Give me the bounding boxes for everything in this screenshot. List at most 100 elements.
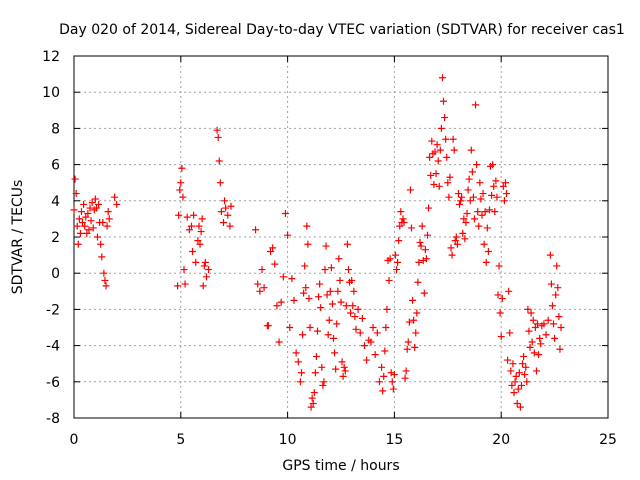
data-point <box>92 204 100 212</box>
data-point <box>532 367 540 375</box>
data-point <box>303 222 311 230</box>
data-point <box>70 206 78 214</box>
data-point <box>515 369 523 377</box>
data-point <box>301 262 309 270</box>
data-point <box>535 351 543 359</box>
y-tick-label: 4 <box>51 194 60 210</box>
data-point <box>337 298 345 306</box>
data-point <box>315 293 323 301</box>
data-point <box>446 173 454 181</box>
x-tick-label: 0 <box>70 432 79 448</box>
data-point <box>101 276 109 284</box>
data-point <box>297 369 305 377</box>
data-point <box>174 282 182 290</box>
data-point <box>328 300 336 308</box>
data-point <box>322 242 330 250</box>
data-point <box>80 200 88 208</box>
data-point <box>324 331 332 339</box>
data-point <box>360 342 368 350</box>
data-point <box>385 276 393 284</box>
data-point <box>221 197 229 205</box>
data-point <box>481 208 489 216</box>
data-point <box>420 289 428 297</box>
data-point <box>98 253 106 261</box>
data-point <box>113 200 121 208</box>
data-point <box>530 349 538 357</box>
data-point <box>511 378 519 386</box>
data-point <box>279 273 287 281</box>
data-point <box>437 124 445 132</box>
data-point <box>507 367 515 375</box>
data-point <box>284 231 292 239</box>
data-point <box>215 157 223 165</box>
data-point <box>517 381 525 389</box>
data-point <box>480 240 488 248</box>
data-point <box>320 378 328 386</box>
data-point <box>352 325 360 333</box>
data-point <box>552 291 560 299</box>
data-point <box>224 211 232 219</box>
x-axis-label: GPS time / hours <box>282 458 399 474</box>
data-point <box>404 338 412 346</box>
axis-ticks: -8 -6 -4 -2 0 2 4 6 8 10 12 0 5 10 15 20 25 <box>42 49 617 448</box>
x-tick-label: 15 <box>385 432 403 448</box>
data-point <box>85 226 93 234</box>
data-point <box>456 200 464 208</box>
data-point <box>405 318 413 326</box>
data-point <box>205 266 213 274</box>
data-point <box>554 284 562 292</box>
data-point <box>338 358 346 366</box>
data-point <box>175 211 183 219</box>
data-point <box>428 137 436 145</box>
data-point <box>436 146 444 154</box>
data-point <box>104 208 112 216</box>
data-point <box>335 255 343 263</box>
data-point <box>344 266 352 274</box>
data-point <box>286 324 294 331</box>
data-point <box>91 195 99 203</box>
data-point <box>325 316 333 324</box>
data-point <box>73 222 81 230</box>
data-point <box>553 262 561 270</box>
data-point <box>555 313 563 321</box>
data-point <box>213 126 221 134</box>
data-point <box>351 313 359 321</box>
data-point <box>103 222 111 230</box>
data-point <box>497 333 505 341</box>
data-point <box>526 343 534 351</box>
data-point <box>505 287 513 295</box>
y-tick-label: 6 <box>51 158 60 174</box>
data-point <box>444 179 452 187</box>
data-point <box>479 190 487 198</box>
data-point <box>512 372 520 380</box>
data-point <box>185 226 193 234</box>
data-point <box>226 222 234 230</box>
data-point <box>277 298 285 306</box>
data-point <box>550 320 558 328</box>
data-point <box>201 258 209 266</box>
data-point <box>83 229 91 237</box>
data-point <box>299 331 307 339</box>
data-point <box>510 389 518 397</box>
data-point <box>451 237 459 245</box>
data-point <box>438 74 446 82</box>
data-point <box>77 208 85 216</box>
data-point <box>457 197 465 205</box>
data-point <box>482 258 490 266</box>
data-point <box>254 280 262 288</box>
y-tick-label: 2 <box>51 230 60 246</box>
data-point <box>371 351 379 359</box>
data-point <box>382 324 390 331</box>
data-point <box>256 287 264 295</box>
data-point <box>529 316 537 324</box>
data-point <box>318 363 326 371</box>
data-point <box>536 334 544 342</box>
data-point <box>176 186 184 194</box>
data-point <box>424 231 432 239</box>
data-point <box>296 378 304 386</box>
data-point <box>75 215 83 223</box>
data-point <box>294 358 302 366</box>
data-point <box>273 302 281 310</box>
data-point <box>334 287 342 295</box>
data-point <box>445 193 453 201</box>
